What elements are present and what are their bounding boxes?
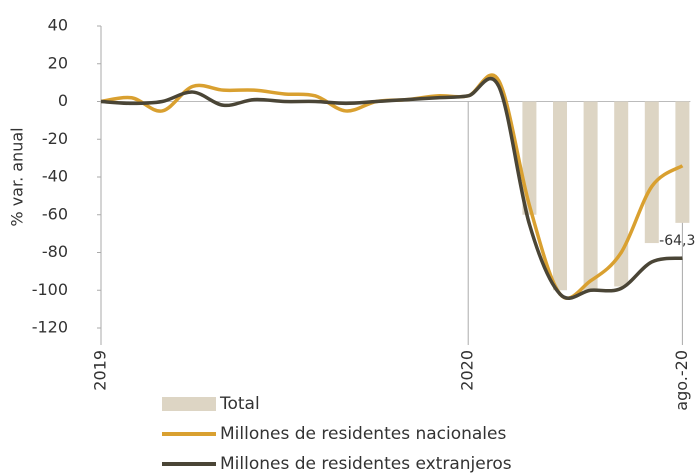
bar bbox=[675, 101, 690, 223]
bar bbox=[614, 101, 629, 287]
x-tick-label: 2019 bbox=[91, 350, 110, 391]
y-tick-label: 20 bbox=[48, 53, 68, 72]
legend-swatch bbox=[162, 397, 216, 411]
legend-label: Millones de residentes extranjeros bbox=[220, 454, 512, 474]
bar bbox=[644, 101, 659, 244]
x-tick-label: ago.-20 bbox=[672, 350, 691, 411]
y-tick-label: 40 bbox=[48, 16, 68, 35]
x-tick-label: 2020 bbox=[458, 350, 477, 391]
legend-label: Total bbox=[219, 394, 260, 414]
y-tick-label: -40 bbox=[42, 167, 68, 186]
y-axis-label: % var. anual bbox=[8, 127, 27, 226]
line bbox=[100, 76, 683, 300]
bar bbox=[583, 101, 598, 291]
y-tick-label: -100 bbox=[32, 280, 68, 299]
y-tick-label: -60 bbox=[42, 204, 68, 223]
y-tick-label: -80 bbox=[42, 242, 68, 261]
y-tick-label: 0 bbox=[58, 91, 68, 110]
data-label: -64,3 bbox=[659, 233, 695, 249]
bar bbox=[553, 101, 567, 291]
legend-label: Millones de residentes nacionales bbox=[220, 424, 506, 444]
y-tick-label: -20 bbox=[42, 129, 68, 148]
y-tick-label: -120 bbox=[32, 318, 68, 337]
